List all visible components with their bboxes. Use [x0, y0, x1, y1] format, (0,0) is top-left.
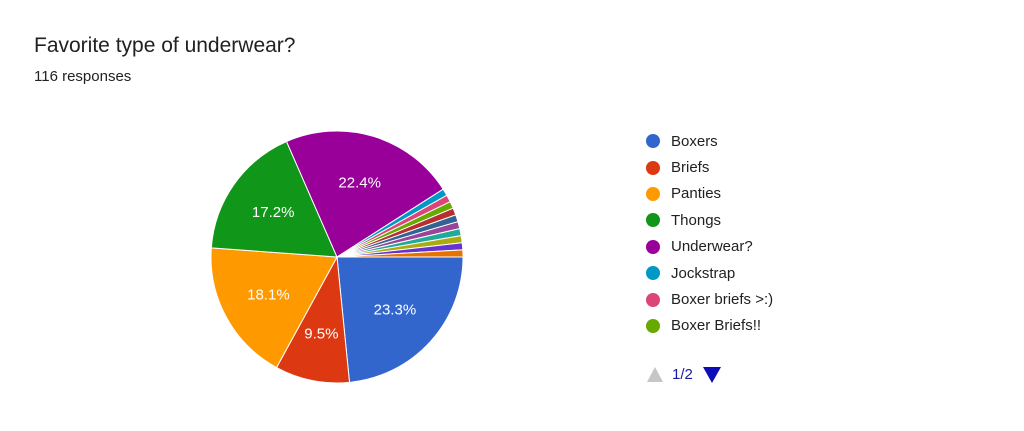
legend-label: Boxer Briefs!!	[671, 317, 762, 335]
legend-swatch	[646, 266, 660, 281]
slice-percent-label: 9.5%	[304, 326, 338, 343]
legend-label: Briefs	[671, 159, 710, 177]
legend-swatch	[646, 239, 660, 254]
legend-label: Boxer briefs >:)	[671, 291, 774, 309]
legend-swatch	[646, 318, 660, 333]
legend-label: Thongs	[671, 211, 722, 229]
legend-label: Boxers	[671, 132, 718, 150]
pie-slice-panties[interactable]	[210, 247, 338, 369]
pie-slice-underwear[interactable]	[285, 130, 444, 258]
legend-label: Jockstrap	[671, 264, 736, 282]
legend-swatch	[646, 134, 660, 149]
legend-item[interactable]: Boxer briefs >:)	[646, 286, 773, 312]
legend-swatch	[646, 213, 660, 228]
legend-page-indicator: 1/2	[672, 366, 693, 383]
legend-item[interactable]: Jockstrap	[646, 260, 773, 286]
pie-slice-boxers[interactable]	[336, 256, 464, 383]
previous-page-icon[interactable]	[647, 367, 663, 382]
legend-label: Panties	[671, 185, 722, 203]
legend-item[interactable]: Briefs	[646, 154, 773, 180]
pie-slice-other-14[interactable]	[336, 249, 464, 258]
legend-swatch	[646, 160, 660, 175]
legend-swatch	[646, 292, 660, 307]
pie-slice-briefs[interactable]	[275, 255, 351, 384]
legend-swatch	[646, 186, 660, 201]
legend-item[interactable]: Boxers	[646, 128, 773, 154]
legend-label: Underwear?	[671, 238, 753, 256]
legend-item[interactable]: Underwear?	[646, 234, 773, 260]
next-page-icon[interactable]	[702, 366, 721, 383]
legend-pager: 1/2	[647, 366, 721, 383]
slice-percent-label: 17.2%	[252, 204, 295, 221]
chart-title: Favorite type of underwear?	[34, 34, 296, 57]
chart-legend: Boxers Briefs Panties Thongs Underwear? Jocks…	[646, 128, 773, 339]
response-count: 116 responses	[34, 68, 132, 85]
slice-percent-label: 18.1%	[247, 286, 290, 303]
pie-slice-thongs[interactable]	[210, 140, 338, 258]
legend-item[interactable]: Boxer Briefs!!	[646, 313, 773, 339]
slice-percent-label: 23.3%	[374, 301, 417, 318]
legend-item[interactable]: Panties	[646, 181, 773, 207]
legend-item[interactable]: Thongs	[646, 207, 773, 233]
slice-percent-label: 22.4%	[338, 174, 381, 191]
